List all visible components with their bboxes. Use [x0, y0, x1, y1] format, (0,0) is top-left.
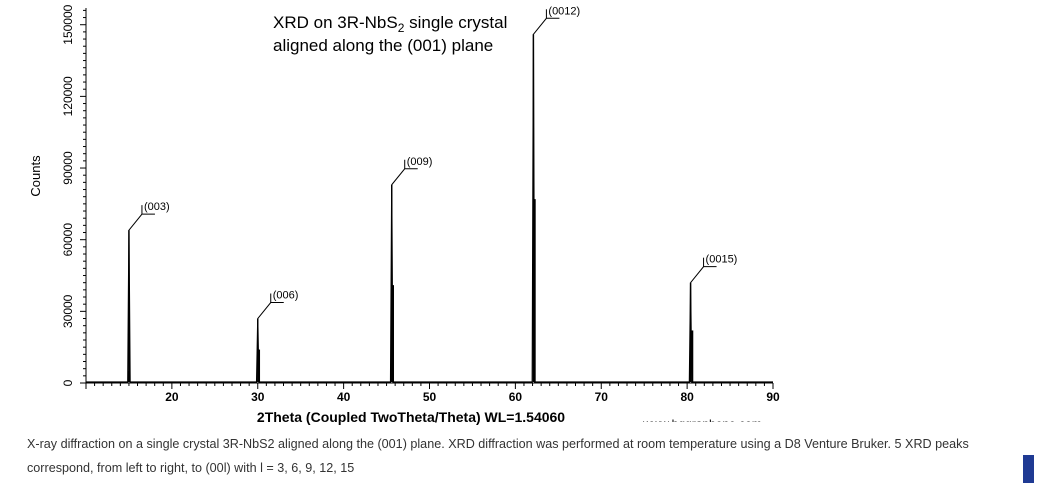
x-tick-label: 60 — [509, 390, 523, 404]
x-tick-label: 30 — [251, 390, 265, 404]
x-tick-label: 50 — [423, 390, 437, 404]
chart-title-line1: XRD on 3R-NbS2 single crystal — [273, 13, 507, 35]
xrd-chart: 20 30 40 50 60 70 80 90 0 30000 60000 90000 120000 15… — [28, 4, 780, 430]
peaks — [86, 34, 773, 383]
peak-label: (009) — [407, 156, 433, 168]
peak-label: (0015) — [706, 254, 738, 266]
peak-leader-line — [533, 17, 560, 35]
peak-labels: (003) (006) (009) (0012) (0015) — [128, 5, 738, 319]
watermark: www.hqgraphene.com — [642, 417, 762, 430]
y-tick-label: 120000 — [61, 76, 75, 116]
side-marker — [1023, 455, 1034, 483]
y-tick-label: 30000 — [61, 294, 75, 328]
x-tick-label: 90 — [766, 390, 780, 404]
y-tick-label: 0 — [61, 379, 75, 386]
x-axis-label: 2Theta (Coupled TwoTheta/Theta) WL=1.540… — [257, 409, 565, 425]
y-tick-label: 90000 — [61, 151, 75, 185]
figure-caption: X-ray diffraction on a single crystal 3R… — [27, 437, 969, 475]
peak-label: (0012) — [548, 5, 580, 17]
axes: 20 30 40 50 60 70 80 90 0 30000 60000 90000 120000 15… — [61, 4, 780, 404]
peak-leader-line — [257, 302, 284, 319]
y-tick-label: 150000 — [61, 4, 75, 44]
peak-label: (003) — [144, 201, 170, 213]
peak-leader-line — [690, 266, 717, 283]
y-axis-label: Counts — [28, 155, 43, 197]
data-line — [86, 34, 773, 383]
x-tick-label: 20 — [165, 390, 179, 404]
x-tick-label: 40 — [337, 390, 351, 404]
chart-title-line2: aligned along the (001) plane — [273, 36, 493, 55]
peak-leader-line — [391, 168, 418, 186]
x-tick-label: 70 — [595, 390, 609, 404]
x-tick-label: 80 — [680, 390, 694, 404]
peak-label: (006) — [273, 290, 299, 302]
y-tick-label: 60000 — [61, 223, 75, 257]
peak-leader-line — [128, 213, 155, 231]
